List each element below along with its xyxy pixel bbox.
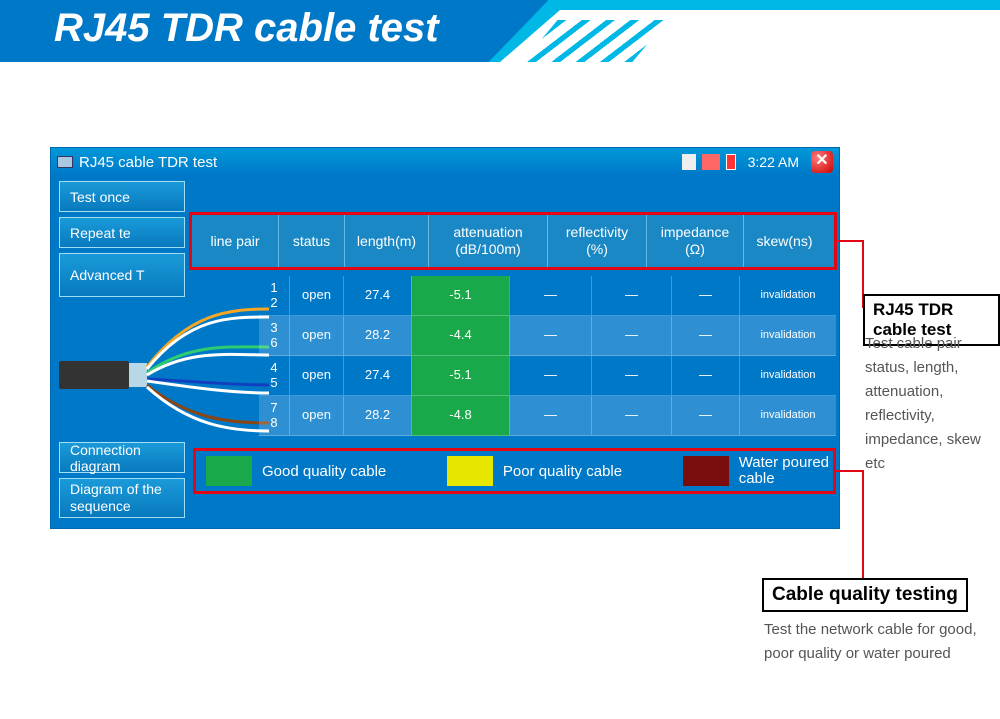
app-window: RJ45 cable TDR test 3:22 AM ✕ Test once … — [50, 147, 840, 529]
connector-2 — [835, 470, 864, 590]
callout-desc-2: Test the network cable for good, poor qu… — [764, 618, 1000, 666]
cell-extra: invalidation — [739, 356, 836, 396]
status-icon-battery — [726, 154, 736, 170]
cell-skew: — — [671, 316, 739, 356]
col-length: length(m) — [344, 215, 428, 267]
cell-pair: 78 — [259, 396, 289, 436]
connector-1 — [838, 240, 864, 308]
legend-water-l1: Water poured — [739, 454, 829, 471]
cell-attenuation: -5.1 — [411, 276, 509, 316]
cell-pair: 45 — [259, 356, 289, 396]
status-icon-sd — [682, 154, 696, 170]
test-once-button[interactable]: Test once — [59, 181, 185, 212]
clock: 3:22 AM — [748, 154, 799, 170]
cell-skew: — — [671, 356, 739, 396]
table-row: 78open28.2-4.8———invalidation — [259, 396, 836, 436]
window-title: RJ45 cable TDR test — [79, 154, 217, 171]
cell-reflectivity: — — [509, 316, 591, 356]
col-refl-l2: (%) — [586, 241, 608, 258]
cell-reflectivity: — — [509, 276, 591, 316]
cell-extra: invalidation — [739, 316, 836, 356]
status-icon-net — [702, 154, 720, 170]
col-reflectivity: reflectivity (%) — [547, 215, 646, 267]
cell-extra: invalidation — [739, 396, 836, 436]
cell-extra: invalidation — [739, 276, 836, 316]
banner-title: RJ45 TDR cable test — [0, 0, 549, 62]
cable-illustration — [59, 303, 279, 443]
advanced-test-button[interactable]: Advanced T — [59, 253, 185, 297]
cell-impedance: — — [591, 276, 671, 316]
titlebar: RJ45 cable TDR test 3:22 AM ✕ — [51, 148, 839, 176]
legend-poor-label: Poor quality cable — [503, 463, 622, 480]
cell-length: 27.4 — [343, 356, 411, 396]
cell-pair: 12 — [259, 276, 289, 316]
quality-legend: Good quality cable Poor quality cable Wa… — [193, 448, 836, 494]
cell-length: 28.2 — [343, 316, 411, 356]
cell-length: 28.2 — [343, 396, 411, 436]
connection-diagram-button[interactable]: Connection diagram — [59, 442, 185, 473]
cell-status: open — [289, 316, 343, 356]
col-atten-l2: (dB/100m) — [455, 241, 520, 258]
cell-length: 27.4 — [343, 276, 411, 316]
table-row: 45open27.4-5.1———invalidation — [259, 356, 836, 396]
col-attenuation: attenuation (dB/100m) — [428, 215, 547, 267]
cell-attenuation: -4.8 — [411, 396, 509, 436]
swatch-water — [683, 456, 729, 486]
cell-reflectivity: — — [509, 396, 591, 436]
table-row: 12open27.4-5.1———invalidation — [259, 276, 836, 316]
col-line-pair: line pair — [192, 215, 278, 267]
col-imp-l1: impedance — [661, 224, 730, 241]
close-icon[interactable]: ✕ — [811, 151, 833, 173]
cell-pair: 36 — [259, 316, 289, 356]
legend-water-label: Water poured cable — [739, 455, 829, 488]
page-banner: RJ45 TDR cable test — [0, 0, 1000, 62]
app-icon — [57, 156, 73, 168]
cell-skew: — — [671, 396, 739, 436]
col-skew: skew(ns) — [743, 215, 825, 267]
col-imp-l2: (Ω) — [685, 241, 705, 258]
banner-hatching — [522, 20, 667, 62]
legend-good-label: Good quality cable — [262, 463, 386, 480]
cell-skew: — — [671, 276, 739, 316]
legend-water-l2: cable — [739, 470, 775, 487]
repeat-test-button[interactable]: Repeat te — [59, 217, 185, 248]
cell-reflectivity: — — [509, 356, 591, 396]
col-impedance: impedance (Ω) — [646, 215, 743, 267]
cell-attenuation: -5.1 — [411, 356, 509, 396]
cell-attenuation: -4.4 — [411, 316, 509, 356]
cell-impedance: — — [591, 316, 671, 356]
callout-desc-1: Test cable pair status, length, attenuat… — [865, 332, 995, 476]
swatch-good — [206, 456, 252, 486]
col-status: status — [278, 215, 344, 267]
table-header: line pair status length(m) attenuation (… — [189, 212, 837, 270]
col-atten-l1: attenuation — [453, 224, 522, 241]
results-table: 12open27.4-5.1———invalidation36open28.2-… — [259, 276, 836, 436]
table-row: 36open28.2-4.4———invalidation — [259, 316, 836, 356]
cell-impedance: — — [591, 396, 671, 436]
col-refl-l1: reflectivity — [566, 224, 628, 241]
callout-title-2: Cable quality testing — [762, 578, 968, 612]
cell-impedance: — — [591, 356, 671, 396]
cell-status: open — [289, 356, 343, 396]
cell-status: open — [289, 396, 343, 436]
sequence-diagram-button[interactable]: Diagram of the sequence — [59, 478, 185, 518]
cell-status: open — [289, 276, 343, 316]
swatch-poor — [447, 456, 493, 486]
